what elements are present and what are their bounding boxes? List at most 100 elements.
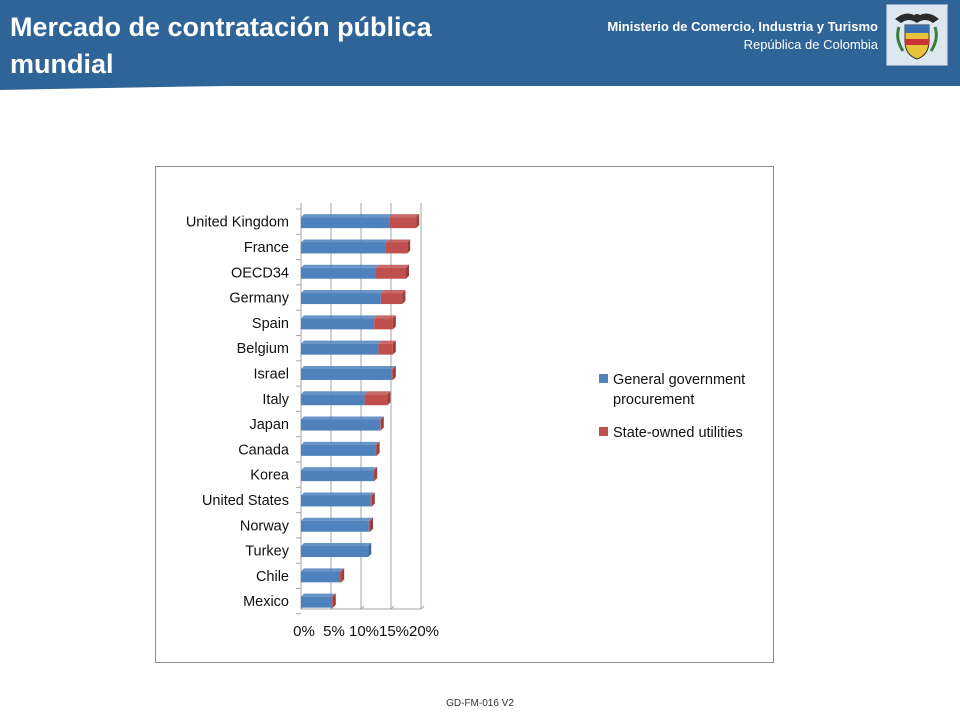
legend-swatch-soe: [599, 427, 608, 436]
bar-segment: [301, 217, 390, 229]
y-tick-label: Canada: [238, 442, 290, 458]
y-tick-label: Norway: [240, 518, 290, 534]
bar-top: [340, 568, 345, 572]
bar-top: [301, 543, 372, 547]
y-tick-label: Israel: [254, 366, 289, 382]
bar-top: [301, 492, 374, 496]
bar-top: [374, 315, 396, 319]
bar-end: [376, 441, 380, 456]
chart-frame: 0% 5% 10% 15% 20% United Kingdom France OECD34 G…: [155, 166, 774, 663]
bar-segment: [301, 394, 365, 406]
y-tick-label: Chile: [256, 569, 289, 585]
bar-segment: [301, 343, 379, 355]
bar-segment: [375, 444, 377, 456]
legend-label-soe: State-owned utilities: [613, 425, 743, 441]
y-tick-label: France: [244, 240, 289, 256]
y-tick-label: OECD34: [231, 265, 289, 281]
y-tick-label: Korea: [250, 468, 290, 484]
bar-top: [364, 391, 391, 395]
bar-end: [387, 391, 391, 406]
bar-end: [407, 239, 411, 254]
bar-top: [301, 517, 372, 521]
header-bar: [0, 0, 960, 86]
y-tick-label: Spain: [252, 316, 289, 332]
stacked-bar-chart: 0% 5% 10% 15% 20% United Kingdom France OECD34 G…: [186, 203, 745, 640]
bar-top: [378, 340, 396, 344]
bar-segment: [368, 520, 370, 532]
bar-end: [341, 568, 345, 583]
bar-top: [380, 416, 384, 420]
y-tick-label: Belgium: [237, 341, 289, 357]
bar-top: [301, 239, 389, 243]
bar-top: [373, 467, 378, 471]
bar-segment: [301, 520, 369, 532]
bar-end: [332, 593, 336, 608]
y-tick-label: Japan: [249, 417, 289, 433]
bar-segment: [301, 318, 375, 330]
bar-top: [301, 290, 384, 294]
header-curve: [0, 78, 960, 90]
bar-segment: [301, 495, 371, 507]
bar-segment: [378, 343, 393, 355]
bar-segment: [301, 470, 373, 482]
bar-segment: [385, 242, 408, 254]
bar-top: [331, 593, 336, 597]
bar-segment: [301, 267, 376, 279]
bar-end: [374, 467, 378, 482]
bar-top: [301, 315, 378, 319]
bar-end: [402, 290, 406, 305]
bar-end: [406, 264, 409, 279]
country-name: República de Colombia: [743, 37, 878, 52]
bar-top: [391, 365, 396, 369]
bar-top: [301, 467, 376, 471]
y-tick-label: Mexico: [243, 594, 289, 610]
bar-top: [301, 441, 379, 445]
bar-segment: [301, 546, 369, 558]
legend-swatch-general: [599, 374, 608, 383]
y-tick-label: United Kingdom: [186, 215, 289, 231]
bar-end: [370, 517, 373, 532]
ministry-info: Ministerio de Comercio, Industria y Turi…: [607, 18, 878, 54]
bar-end: [392, 365, 396, 380]
ministry-name: Ministerio de Comercio, Industria y Turi…: [607, 19, 878, 34]
bar-segment: [391, 368, 393, 380]
colombia-coat-of-arms-icon: [886, 4, 948, 66]
bar-top: [389, 214, 420, 218]
bar-top: [375, 441, 380, 445]
footer-code: GD-FM-016 V2: [446, 698, 514, 709]
bar-top: [301, 264, 379, 268]
bar-segment: [301, 419, 381, 431]
bar-segment: [380, 419, 381, 431]
legend-label-general: General government procurement: [613, 372, 745, 408]
bar-top: [370, 492, 375, 496]
bar-end: [368, 543, 372, 558]
bar-segment: [380, 293, 403, 305]
x-tick-label: 15%: [379, 623, 409, 640]
bar-segment: [301, 293, 381, 305]
bar-top: [368, 517, 373, 521]
y-tick-label: Germany: [229, 291, 289, 307]
bar-segment: [331, 596, 333, 608]
gridline-depth: [420, 605, 425, 610]
bar-top: [301, 568, 343, 572]
bar-segment: [340, 571, 342, 583]
bar-end: [380, 416, 384, 431]
bar-segment: [389, 217, 417, 229]
bar-segment: [374, 318, 393, 330]
bar-segment: [301, 571, 340, 583]
x-tick-label: 0%: [293, 623, 315, 640]
y-tick-label: Italy: [262, 392, 289, 408]
bar-segment: [364, 394, 388, 406]
page-title: Mercado de contratación pública mundial: [10, 12, 432, 79]
bar-segment: [301, 368, 392, 380]
bar-end: [416, 214, 420, 229]
bar-top: [301, 416, 384, 420]
bar-top: [301, 391, 368, 395]
bar-segment: [301, 242, 386, 254]
bar-top: [380, 290, 406, 294]
bar-segment: [301, 596, 332, 608]
bar-segment: [370, 495, 372, 507]
bar-end: [392, 315, 396, 330]
bar-top: [301, 214, 393, 218]
bar-top: [385, 239, 411, 243]
